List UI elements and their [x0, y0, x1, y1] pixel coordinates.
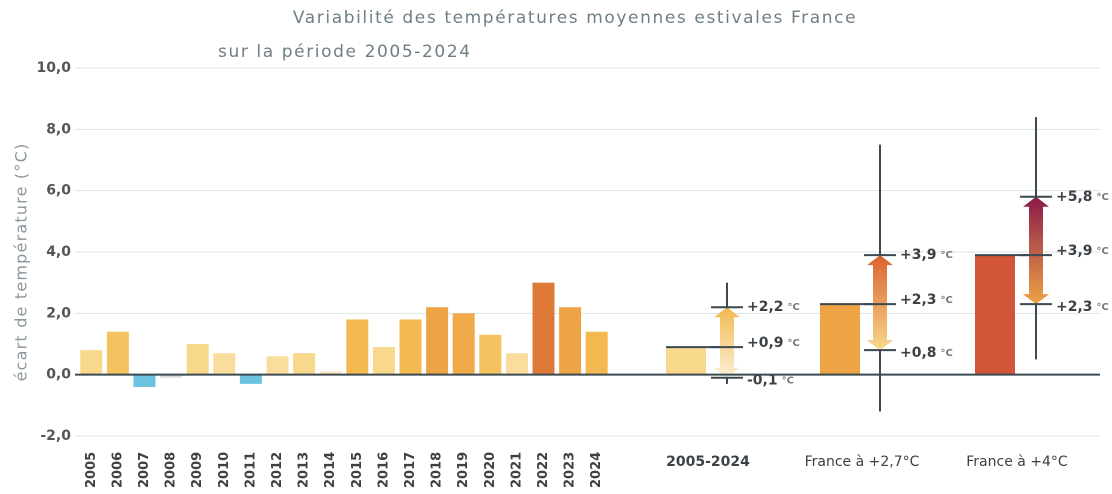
value-label-number: +2,3 [1056, 299, 1093, 315]
value-label-number: +3,9 [900, 247, 937, 263]
value-label: -0,1 °C [747, 373, 794, 389]
bar [399, 319, 422, 375]
bar [133, 374, 156, 387]
bar [426, 307, 449, 375]
bar [239, 374, 262, 384]
value-label-unit: °C [788, 302, 800, 313]
value-label-number: +2,2 [747, 299, 784, 315]
bar [293, 353, 316, 375]
bar [346, 319, 369, 375]
x-tick-label: 2007 [137, 452, 152, 488]
scenario-label: France à +2,7°C [805, 454, 920, 470]
value-label: +2,2 °C [747, 299, 800, 315]
x-tick-label: 2012 [270, 452, 285, 488]
y-tick-label: 6,0 [46, 183, 71, 199]
y-tick-label: 10,0 [36, 60, 71, 76]
bar [505, 353, 528, 375]
x-tick-label: 2006 [110, 452, 125, 488]
value-label-number: +2,3 [900, 292, 937, 308]
value-label-unit: °C [1097, 192, 1109, 203]
bar [80, 350, 103, 375]
x-tick-label: 2020 [483, 452, 498, 488]
bar [160, 374, 183, 378]
x-tick-label: 2009 [190, 452, 205, 488]
value-label-number: +3,9 [1056, 243, 1093, 259]
bar [559, 307, 582, 375]
range-arrow [714, 307, 740, 378]
x-tick-label: 2022 [536, 452, 551, 488]
scenario-label: France à +4°C [966, 454, 1068, 470]
chart-title: Variabilité des températures moyennes es… [293, 8, 857, 28]
x-tick-label: 2010 [217, 452, 232, 488]
y-tick-label: 0,0 [46, 367, 71, 383]
x-tick-label: 2015 [350, 452, 365, 488]
bar [532, 282, 555, 375]
y-tick-label: -2,0 [40, 428, 71, 444]
value-label: +2,3 °C [900, 292, 953, 308]
value-label: +0,8 °C [900, 345, 953, 361]
x-tick-label: 2016 [376, 452, 391, 488]
bar [186, 344, 209, 375]
value-label-unit: °C [941, 295, 953, 306]
x-tick-label: 2023 [563, 452, 578, 488]
y-tick-label: 8,0 [46, 121, 71, 137]
x-tick-label: 2013 [297, 452, 312, 488]
bar [213, 353, 236, 375]
scenario-bar [975, 255, 1015, 375]
y-axis-label: écart de température (°C) [12, 143, 31, 382]
value-label: +2,3 °C [1056, 299, 1109, 315]
value-label-number: +0,9 [747, 335, 784, 351]
x-tick-label: 2017 [403, 452, 418, 488]
range-arrow [1023, 196, 1049, 305]
x-tick-label: 2018 [430, 452, 445, 488]
bar [319, 371, 342, 375]
value-label-number: +5,8 [1056, 189, 1093, 205]
bar [266, 356, 289, 375]
x-tick-label: 2021 [509, 452, 524, 488]
value-label: +3,9 °C [900, 247, 953, 263]
value-label-number: -0,1 [747, 373, 778, 389]
x-tick-label: 2005 [84, 452, 99, 488]
range-arrow [867, 255, 893, 351]
y-tick-label: 2,0 [46, 305, 71, 321]
value-label-unit: °C [1097, 302, 1109, 313]
scenario-bar [820, 304, 860, 375]
value-label-unit: °C [782, 376, 794, 387]
x-tick-label: 2024 [589, 452, 604, 488]
value-label-number: +0,8 [900, 345, 937, 361]
x-tick-label: 2011 [243, 452, 258, 488]
value-label: +0,9 °C [747, 335, 800, 351]
x-tick-label: 2019 [456, 452, 471, 488]
bar [106, 331, 129, 375]
value-label: +5,8 °C [1056, 189, 1109, 205]
scenario-label: 2005-2024 [666, 454, 750, 470]
value-label-unit: °C [1097, 246, 1109, 257]
bar [585, 331, 608, 375]
bar [372, 347, 395, 375]
value-label-unit: °C [788, 338, 800, 349]
y-tick-label: 4,0 [46, 244, 71, 260]
value-label-unit: °C [941, 250, 953, 261]
x-tick-label: 2008 [164, 452, 179, 488]
bar [479, 334, 502, 375]
value-label-unit: °C [941, 348, 953, 359]
scenario-bar [666, 347, 706, 375]
chart-subtitle: sur la période 2005-2024 [218, 42, 472, 62]
value-label: +3,9 °C [1056, 243, 1109, 259]
x-tick-label: 2014 [323, 452, 338, 488]
bar [452, 313, 475, 375]
